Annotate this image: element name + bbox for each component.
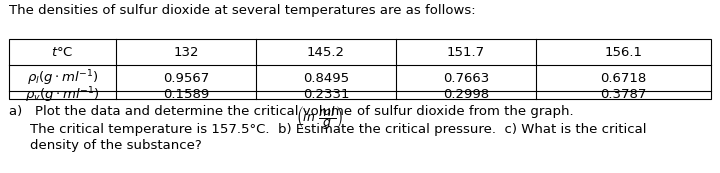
Text: a)   Plot the data and determine the critical volume: a) Plot the data and determine the criti… <box>9 105 352 118</box>
Text: 0.8495: 0.8495 <box>303 71 349 84</box>
Text: 145.2: 145.2 <box>307 45 345 58</box>
Text: $\rho_l(g \cdot ml^{-1})$: $\rho_l(g \cdot ml^{-1})$ <box>27 68 99 88</box>
Text: The critical temperature is 157.5°C.  b) Estimate the critical pressure.  c) Wha: The critical temperature is 157.5°C. b) … <box>30 123 647 136</box>
Bar <box>9 39 711 99</box>
Text: 132: 132 <box>174 45 199 58</box>
Text: The densities of sulfur dioxide at several temperatures are as follows:: The densities of sulfur dioxide at sever… <box>9 4 476 17</box>
Text: 0.2331: 0.2331 <box>302 89 349 102</box>
Text: 0.9567: 0.9567 <box>163 71 209 84</box>
Text: 0.1589: 0.1589 <box>163 89 209 102</box>
Text: $\left(in\ \dfrac{ml}{g}\right)$: $\left(in\ \dfrac{ml}{g}\right)$ <box>296 104 343 132</box>
Text: 156.1: 156.1 <box>605 45 642 58</box>
Text: $\rho_v(g \cdot ml^{-1})$: $\rho_v(g \cdot ml^{-1})$ <box>25 85 100 105</box>
Text: 151.7: 151.7 <box>447 45 485 58</box>
Text: 0.7663: 0.7663 <box>443 71 489 84</box>
Text: density of the substance?: density of the substance? <box>30 139 202 152</box>
Text: 0.6718: 0.6718 <box>600 71 647 84</box>
Text: 0.3787: 0.3787 <box>600 89 647 102</box>
Text: of sulfur dioxide from the graph.: of sulfur dioxide from the graph. <box>357 105 574 118</box>
Text: 0.2998: 0.2998 <box>443 89 489 102</box>
Text: $t$°C: $t$°C <box>51 45 73 58</box>
